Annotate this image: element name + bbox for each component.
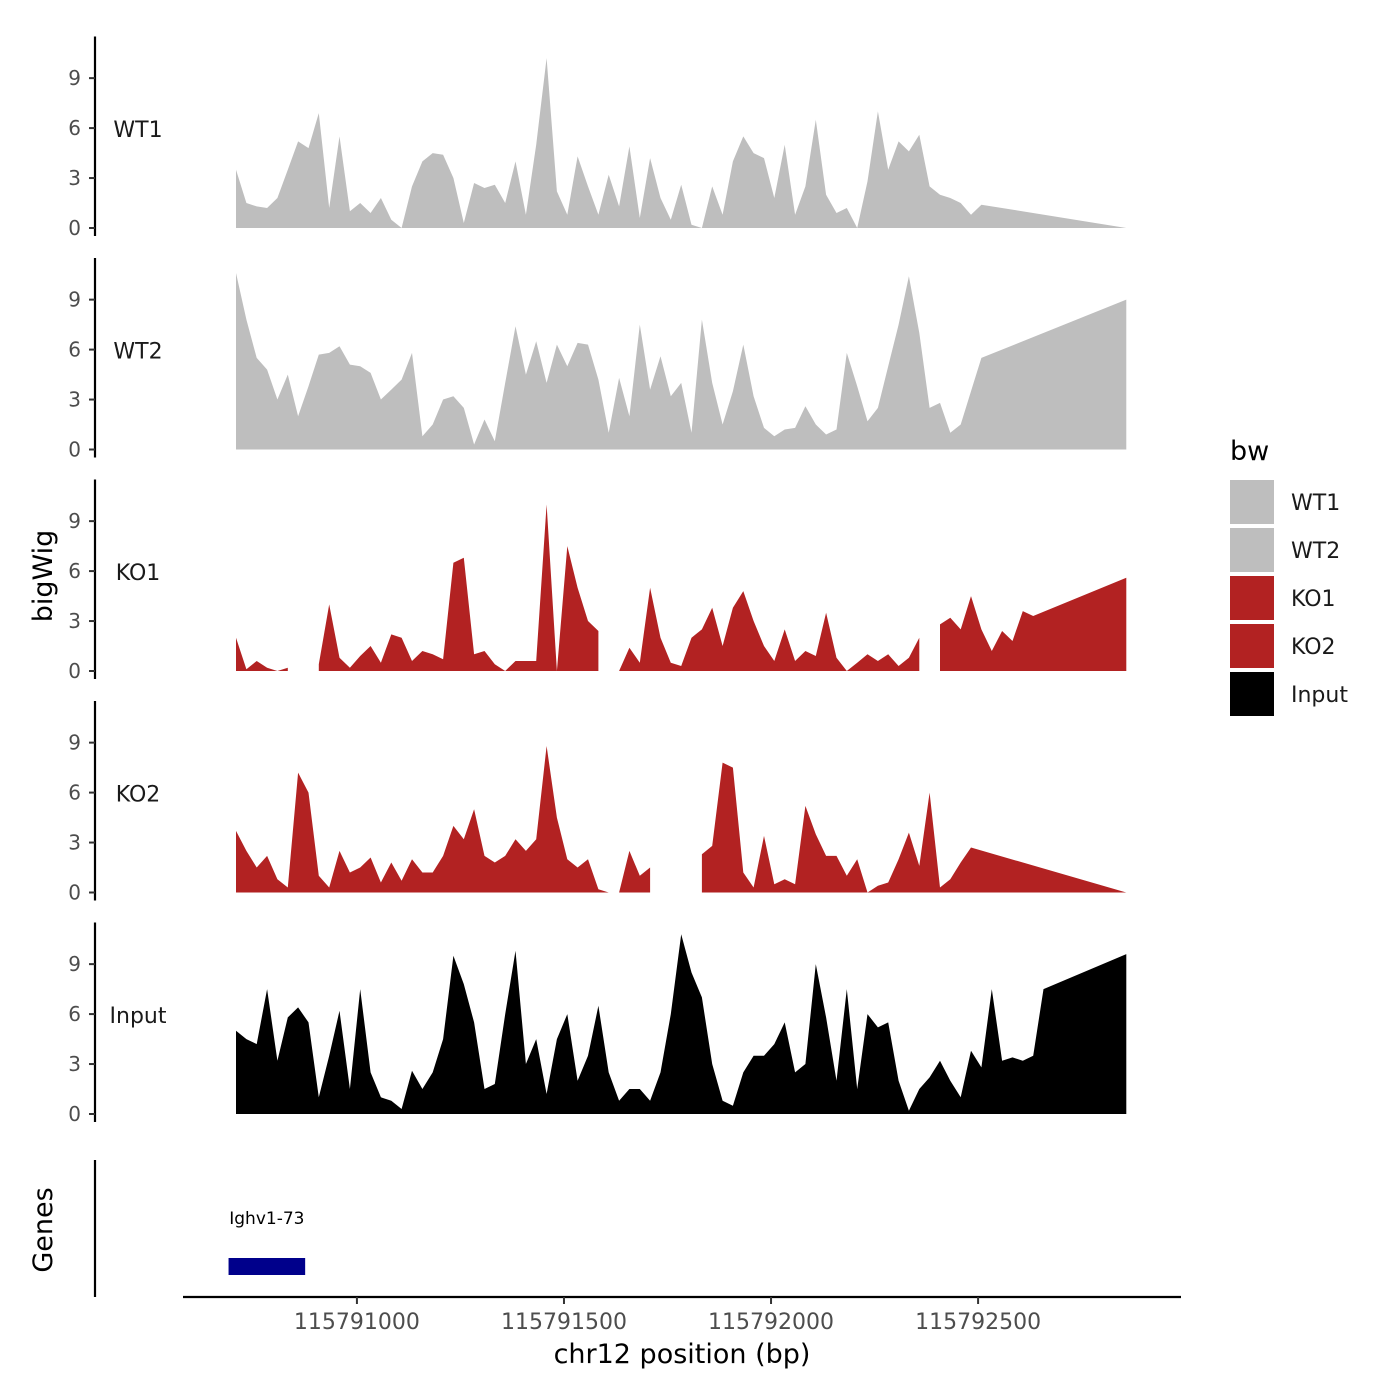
x-tick-label: 115792000 bbox=[708, 1310, 834, 1335]
y-tick-label: 0 bbox=[68, 659, 81, 683]
legend-label: KO2 bbox=[1291, 635, 1336, 660]
y-tick-label: 0 bbox=[68, 1102, 81, 1126]
legend: bw WT1 WT2 KO1 KO2 Input bbox=[1230, 436, 1348, 716]
coverage-area bbox=[318, 504, 599, 671]
legend-label: WT2 bbox=[1291, 539, 1340, 564]
gene-body bbox=[228, 1258, 306, 1275]
y-axis-label: bigWig bbox=[28, 530, 59, 623]
genes-axis-label: Genes bbox=[28, 1187, 59, 1272]
legend-label: Input bbox=[1291, 683, 1348, 708]
tracks-layer: 0 3 6 9 WT1 0 3 6 9 WT2 0 3 6 9 KO1 0 3 6 9 KO2 0 3 6 9 Input bbox=[68, 36, 1127, 1126]
legend-swatch bbox=[1230, 672, 1274, 716]
coverage-area bbox=[236, 58, 1127, 228]
y-tick-label: 9 bbox=[68, 288, 81, 312]
coverage-area bbox=[701, 762, 1127, 893]
legend-label: WT1 bbox=[1291, 491, 1340, 516]
y-tick-label: 3 bbox=[68, 388, 81, 412]
track-label: KO2 bbox=[116, 783, 161, 808]
track-input: 0 3 6 9 Input bbox=[68, 922, 1127, 1126]
coverage-area bbox=[236, 746, 651, 893]
y-tick-label: 3 bbox=[68, 609, 81, 633]
coverage-area bbox=[236, 637, 288, 671]
y-tick-label: 3 bbox=[68, 1052, 81, 1076]
x-tick-label: 115792500 bbox=[915, 1310, 1041, 1335]
y-tick-label: 9 bbox=[68, 731, 81, 755]
track-ko2: 0 3 6 9 KO2 bbox=[68, 701, 1127, 905]
track-ko1: 0 3 6 9 KO1 bbox=[68, 479, 1127, 683]
y-tick-label: 3 bbox=[68, 166, 81, 190]
x-axis: 115791000 115791500 115792000 115792500 bbox=[183, 1295, 1181, 1335]
legend-label: KO1 bbox=[1291, 587, 1336, 612]
legend-swatch bbox=[1230, 480, 1274, 524]
track-label: WT1 bbox=[113, 118, 162, 143]
y-tick-label: 9 bbox=[68, 66, 81, 90]
y-tick-label: 6 bbox=[68, 559, 81, 583]
legend-title: bw bbox=[1230, 436, 1269, 467]
track-wt1: 0 3 6 9 WT1 bbox=[68, 36, 1127, 240]
coverage-area bbox=[236, 934, 1127, 1114]
track-label: Input bbox=[110, 1004, 167, 1029]
y-tick-label: 0 bbox=[68, 216, 81, 240]
legend-swatch bbox=[1230, 624, 1274, 668]
y-tick-label: 6 bbox=[68, 781, 81, 805]
y-tick-label: 0 bbox=[68, 881, 81, 905]
y-tick-label: 3 bbox=[68, 831, 81, 855]
y-tick-label: 9 bbox=[68, 509, 81, 533]
track-wt2: 0 3 6 9 WT2 bbox=[68, 258, 1127, 462]
track-label: WT2 bbox=[113, 340, 162, 365]
legend-swatch bbox=[1230, 528, 1274, 572]
genes-panel: Genes Ighv1-73 bbox=[28, 1160, 306, 1297]
legend-swatch bbox=[1230, 576, 1274, 620]
track-label: KO1 bbox=[116, 561, 161, 586]
coverage-area bbox=[236, 273, 1127, 450]
y-tick-label: 0 bbox=[68, 438, 81, 462]
y-tick-label: 6 bbox=[68, 116, 81, 140]
y-tick-label: 6 bbox=[68, 1002, 81, 1026]
y-tick-label: 6 bbox=[68, 338, 81, 362]
x-tick-label: 115791500 bbox=[501, 1310, 627, 1335]
coverage-area bbox=[619, 587, 920, 671]
coverage-area bbox=[940, 577, 1127, 671]
gene-label: Ighv1-73 bbox=[229, 1209, 304, 1229]
y-tick-label: 9 bbox=[68, 952, 81, 976]
x-axis-label: chr12 position (bp) bbox=[554, 1339, 811, 1370]
x-tick-label: 115791000 bbox=[294, 1310, 420, 1335]
